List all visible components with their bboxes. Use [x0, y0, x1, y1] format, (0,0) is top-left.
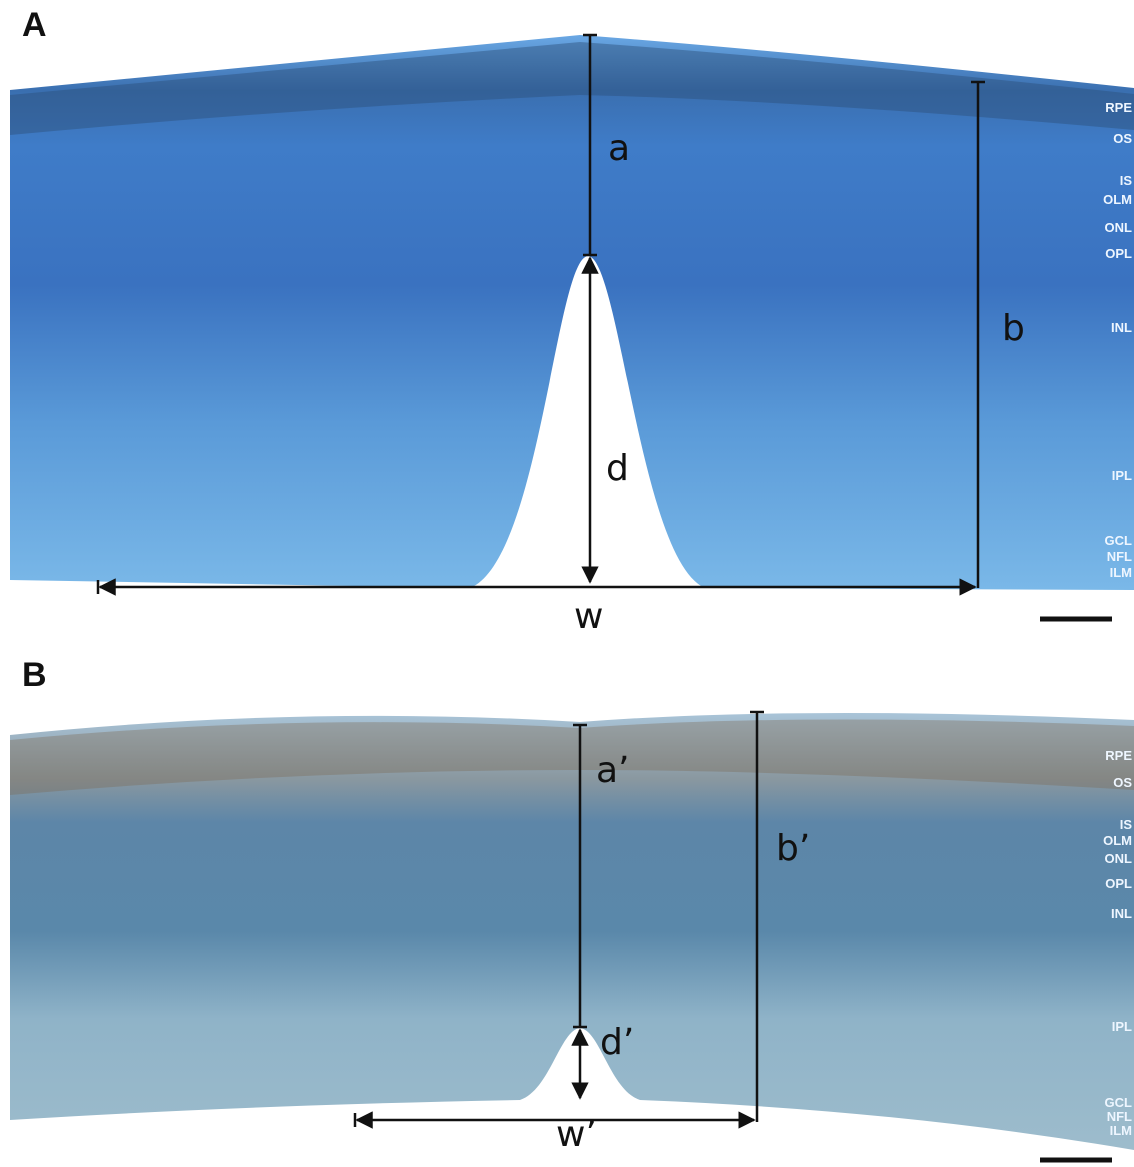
layer-label: GCL	[1105, 533, 1133, 548]
layer-label: IPL	[1112, 1019, 1132, 1034]
layer-label: INL	[1111, 320, 1132, 335]
layer-labels: RPEOSISOLMONLOPLINLIPLGCLNFLILMRPEOSISOL…	[1103, 100, 1132, 1138]
tissue-a	[10, 35, 1134, 590]
layer-label: RPE	[1105, 100, 1132, 115]
layer-label: IS	[1120, 173, 1133, 188]
layer-label: OLM	[1103, 192, 1132, 207]
measure-label: b’	[776, 828, 810, 869]
layer-label: OS	[1113, 775, 1132, 790]
measure-label: w’	[556, 1114, 597, 1155]
measure-label: w	[574, 596, 603, 637]
layer-label: ONL	[1105, 220, 1133, 235]
measure-label: b	[1002, 308, 1025, 349]
layer-label: ILM	[1110, 565, 1132, 580]
tissue-b	[10, 712, 1134, 1150]
layer-label: OPL	[1105, 246, 1132, 261]
measure-label: a	[608, 128, 630, 169]
layer-label: OS	[1113, 131, 1132, 146]
photoreceptor-band-b	[10, 719, 1134, 795]
layer-label: IS	[1120, 817, 1133, 832]
layer-label: IPL	[1112, 468, 1132, 483]
layer-label: ILM	[1110, 1123, 1132, 1138]
layer-label: GCL	[1105, 1095, 1133, 1110]
layer-label: OPL	[1105, 876, 1132, 891]
layer-label: RPE	[1105, 748, 1132, 763]
measure-label: d	[606, 448, 629, 489]
layer-label: NFL	[1107, 1109, 1132, 1124]
layer-label: INL	[1111, 906, 1132, 921]
measure-label: d’	[600, 1022, 634, 1063]
layer-label: NFL	[1107, 549, 1132, 564]
layer-label: OLM	[1103, 833, 1132, 848]
layer-label: ONL	[1105, 851, 1133, 866]
photoreceptor-band-a	[10, 42, 1134, 135]
panel-label: A	[22, 6, 47, 44]
measure-label: a’	[596, 750, 630, 791]
panel-label: B	[22, 656, 47, 694]
